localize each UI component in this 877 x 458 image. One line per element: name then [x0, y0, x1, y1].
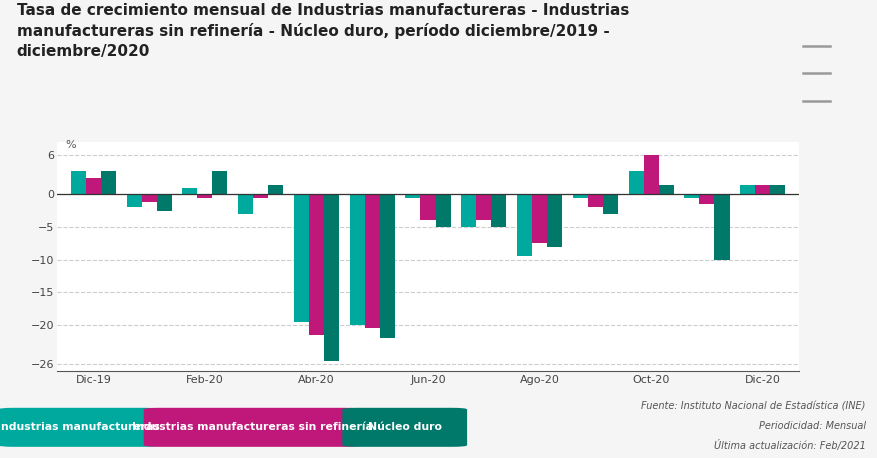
Bar: [475, 194, 491, 220]
Bar: [683, 194, 699, 197]
Bar: [754, 185, 769, 194]
Bar: [739, 185, 754, 194]
Bar: [546, 194, 561, 247]
Bar: [182, 188, 197, 194]
FancyBboxPatch shape: [342, 408, 467, 447]
Bar: [349, 194, 364, 325]
Bar: [714, 194, 729, 260]
Bar: [588, 194, 602, 207]
Bar: [364, 194, 380, 328]
Bar: [420, 194, 435, 220]
Text: Núcleo duro: Núcleo duro: [367, 422, 441, 432]
Bar: [309, 194, 324, 335]
Bar: [643, 155, 658, 194]
Bar: [628, 171, 643, 194]
Text: Fuente: Instituto Nacional de Estadística (INE): Fuente: Instituto Nacional de Estadístic…: [641, 402, 865, 412]
Bar: [769, 185, 784, 194]
Bar: [517, 194, 531, 256]
Bar: [86, 178, 101, 194]
Bar: [71, 171, 86, 194]
Bar: [253, 194, 267, 197]
Bar: [531, 194, 546, 243]
Text: Industrias manufactureras sin refinería: Industrias manufactureras sin refinería: [132, 422, 372, 432]
Text: Periodicidad: Mensual: Periodicidad: Mensual: [758, 421, 865, 431]
Bar: [602, 194, 617, 214]
Bar: [294, 194, 309, 322]
Bar: [324, 194, 339, 361]
Bar: [238, 194, 253, 214]
FancyBboxPatch shape: [144, 408, 360, 447]
Bar: [101, 171, 116, 194]
FancyBboxPatch shape: [0, 408, 159, 447]
Bar: [380, 194, 395, 338]
Bar: [267, 185, 283, 194]
Bar: [156, 194, 172, 211]
Bar: [141, 194, 156, 202]
Bar: [435, 194, 450, 227]
Text: Tasa de crecimiento mensual de Industrias manufactureras - Industrias
manufactur: Tasa de crecimiento mensual de Industria…: [17, 3, 628, 59]
Text: Última actualización: Feb/2021: Última actualización: Feb/2021: [713, 440, 865, 451]
Bar: [405, 194, 420, 197]
Text: %: %: [66, 140, 76, 150]
Text: Industrias manufactureras: Industrias manufactureras: [0, 422, 160, 432]
Bar: [491, 194, 506, 227]
Bar: [460, 194, 475, 227]
Bar: [126, 194, 141, 207]
Bar: [699, 194, 714, 204]
Bar: [212, 171, 227, 194]
Bar: [658, 185, 673, 194]
Bar: [197, 194, 212, 197]
Bar: [572, 194, 588, 197]
